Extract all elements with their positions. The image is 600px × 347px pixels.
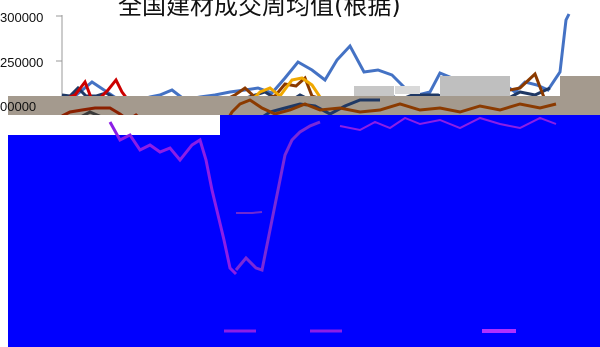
white-notch bbox=[8, 115, 180, 135]
series-line-purple bbox=[108, 121, 238, 276]
gray-patch bbox=[440, 76, 510, 96]
series-line-purple-3 bbox=[339, 116, 557, 132]
series-line-band-brown bbox=[222, 98, 557, 127]
series-line-purple-4 bbox=[236, 211, 263, 214]
y-tick-label: 300000 bbox=[0, 10, 44, 25]
chart-title: 全国建材成交周均值(根据) bbox=[118, 0, 401, 20]
series-line-orange bbox=[250, 76, 330, 102]
y-tick-label: 00000 bbox=[0, 99, 37, 114]
white-notch bbox=[180, 115, 220, 135]
y-tick-label: 250000 bbox=[0, 55, 44, 70]
gray-patch bbox=[354, 86, 394, 96]
blue-overlay-lower bbox=[8, 135, 600, 347]
series-line-purple-2 bbox=[234, 120, 321, 272]
gray-patch bbox=[560, 76, 600, 96]
gray-patch bbox=[395, 86, 420, 94]
